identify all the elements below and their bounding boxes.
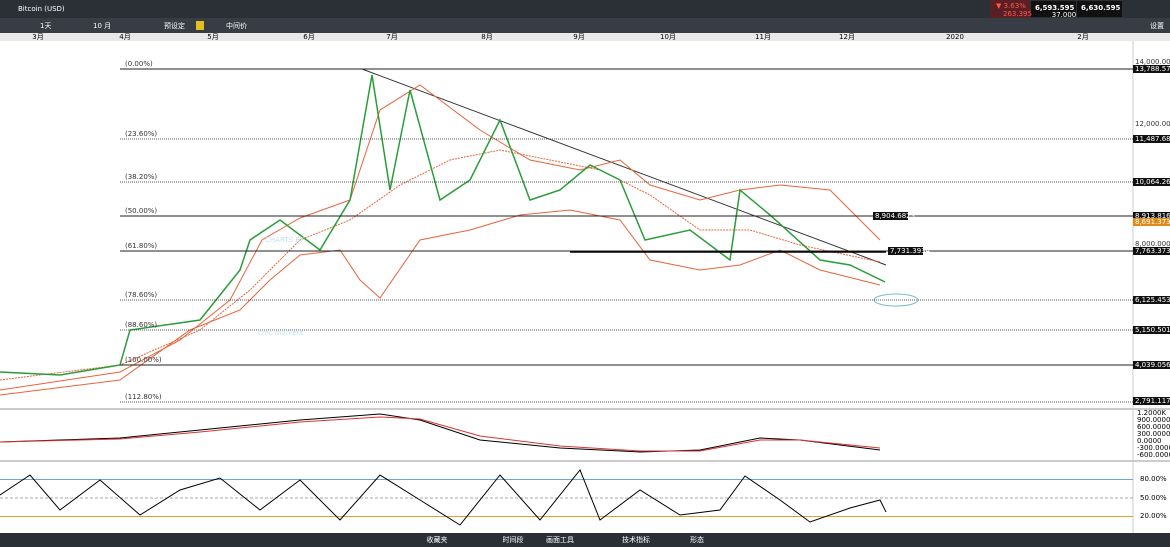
macd-axis-label: -600.0000 xyxy=(1137,451,1170,459)
month-label: 7月 xyxy=(386,33,397,41)
watermark: CHARTS BY xyxy=(265,236,305,244)
month-label: 2月 xyxy=(1077,33,1088,41)
period[interactable]: 10 月 xyxy=(93,22,111,30)
price-label: 6,125.4536 xyxy=(1135,296,1170,304)
price-label: 13,788.5775 xyxy=(1135,65,1170,73)
macd-area xyxy=(120,434,880,440)
price-label: 11,487.6803 xyxy=(1135,135,1170,143)
price-tag-bg xyxy=(1133,296,1170,304)
moving-average xyxy=(0,149,881,381)
price-label: 8,000.0000 xyxy=(1135,240,1170,248)
fib-label: (38.20%) xyxy=(125,173,157,181)
price-tag-bg xyxy=(1133,218,1170,226)
price-label: 14,000.0000 xyxy=(1135,58,1170,66)
fib-label: (23.60%) xyxy=(125,130,157,138)
price-label: 10,064.2602 xyxy=(1135,178,1170,186)
price-tag-bg xyxy=(1133,247,1170,255)
instrument[interactable]: Bitcoin (USD) xyxy=(18,5,65,13)
line-tag: 8,904.6823 xyxy=(875,212,915,220)
line-tag-bg xyxy=(873,212,908,220)
macd-axis-label: 900.0000 xyxy=(1137,416,1170,424)
fib-label: (61.80%) xyxy=(125,242,157,250)
price-tag-bg xyxy=(1133,212,1170,220)
price-label: 5,150.5015 xyxy=(1135,326,1170,334)
time-axis xyxy=(0,33,1170,41)
macd-axis-label: 1.2000K xyxy=(1137,409,1166,417)
top-bar xyxy=(0,0,1170,18)
macd-axis-label: -300.0000 xyxy=(1137,444,1170,452)
buy-box[interactable] xyxy=(1077,1,1122,17)
macd-axis-label: 0.0000 xyxy=(1137,437,1162,445)
price-label: 2,791.1174 xyxy=(1135,397,1170,405)
stoch-axis-label: 20.00% xyxy=(1140,512,1167,520)
month-label: 6月 xyxy=(303,33,314,41)
month-label: 11月 xyxy=(755,33,771,41)
price-tag-bg xyxy=(1133,178,1170,186)
fib-label: (112.80%) xyxy=(125,393,162,401)
bottom-button[interactable]: 时间段 xyxy=(503,535,524,544)
month-label: 2020 xyxy=(946,33,964,41)
preset[interactable]: 预设定 xyxy=(164,21,185,30)
price-label: 8,691.3734 xyxy=(1135,218,1170,226)
price-mode[interactable]: 中间价 xyxy=(226,21,247,30)
price-label: 4,039.0561 xyxy=(1135,361,1170,369)
signal-line xyxy=(0,416,881,452)
macd-line xyxy=(0,413,881,453)
stoch-axis-label: 50.00% xyxy=(1140,494,1167,502)
month-label: 9月 xyxy=(573,33,584,41)
stoch-80 xyxy=(0,479,1133,480)
line-tag-bg xyxy=(888,247,923,255)
fib-label: (50.00%) xyxy=(125,207,157,215)
buy-price[interactable]: 6,630.595 xyxy=(1081,4,1121,12)
fib-label: (78.60%) xyxy=(125,291,157,299)
change-abs: 263.395 xyxy=(1003,10,1032,18)
spread: 37.000 xyxy=(1052,11,1077,19)
price-candles xyxy=(0,74,886,376)
price-label: 12,000.0000 xyxy=(1135,120,1170,128)
month-label: 4月 xyxy=(119,33,130,41)
stoch-20 xyxy=(0,516,1133,517)
price-tag-bg xyxy=(1133,65,1170,73)
bottom-button[interactable]: 形态 xyxy=(690,535,704,544)
price-tag-bg xyxy=(1133,326,1170,334)
price-tag-bg xyxy=(1133,397,1170,405)
pause-icon[interactable] xyxy=(196,21,204,30)
watermark: cmc markets xyxy=(258,329,304,337)
sell-price[interactable]: 6,593.595 xyxy=(1035,4,1075,12)
month-label: 5月 xyxy=(207,33,218,41)
month-label: 10月 xyxy=(660,33,676,41)
stoch-k xyxy=(0,469,887,526)
interval[interactable]: 1天 xyxy=(40,22,51,30)
stoch-axis-label: 80.00% xyxy=(1140,475,1167,483)
fib-label: (88.60%) xyxy=(125,321,157,329)
change-pct: ▼ 3.63% xyxy=(996,2,1026,10)
fib-label: (0.00%) xyxy=(125,60,153,68)
bottom-button[interactable]: 画面工具 xyxy=(546,536,574,544)
macd-axis-label: 300.0000 xyxy=(1137,430,1170,438)
line-tag: 7,731.3934 xyxy=(890,247,931,255)
month-label: 3月 xyxy=(32,33,43,41)
bottom-bar xyxy=(0,533,1170,547)
fib-label: (100.00%) xyxy=(125,356,162,364)
tool-row xyxy=(0,18,1170,33)
price-tag-bg xyxy=(1133,361,1170,369)
settings[interactable]: 设置 xyxy=(1150,21,1164,30)
month-label: 12月 xyxy=(839,33,855,41)
bottom-button[interactable]: 技术指标 xyxy=(622,535,650,544)
price-label: 8,913.8162 xyxy=(1135,212,1170,220)
macd-axis-label: 600.0000 xyxy=(1137,423,1170,431)
bollinger-lower xyxy=(0,209,881,396)
trend-line xyxy=(361,68,887,266)
change-box xyxy=(990,0,1030,18)
price-tag-bg xyxy=(1133,135,1170,143)
price-label: 7,763.3732 xyxy=(1135,247,1170,255)
sell-box[interactable] xyxy=(1031,1,1076,17)
month-label: 8月 xyxy=(481,33,492,41)
bottom-button[interactable]: 收藏夹 xyxy=(427,535,448,544)
